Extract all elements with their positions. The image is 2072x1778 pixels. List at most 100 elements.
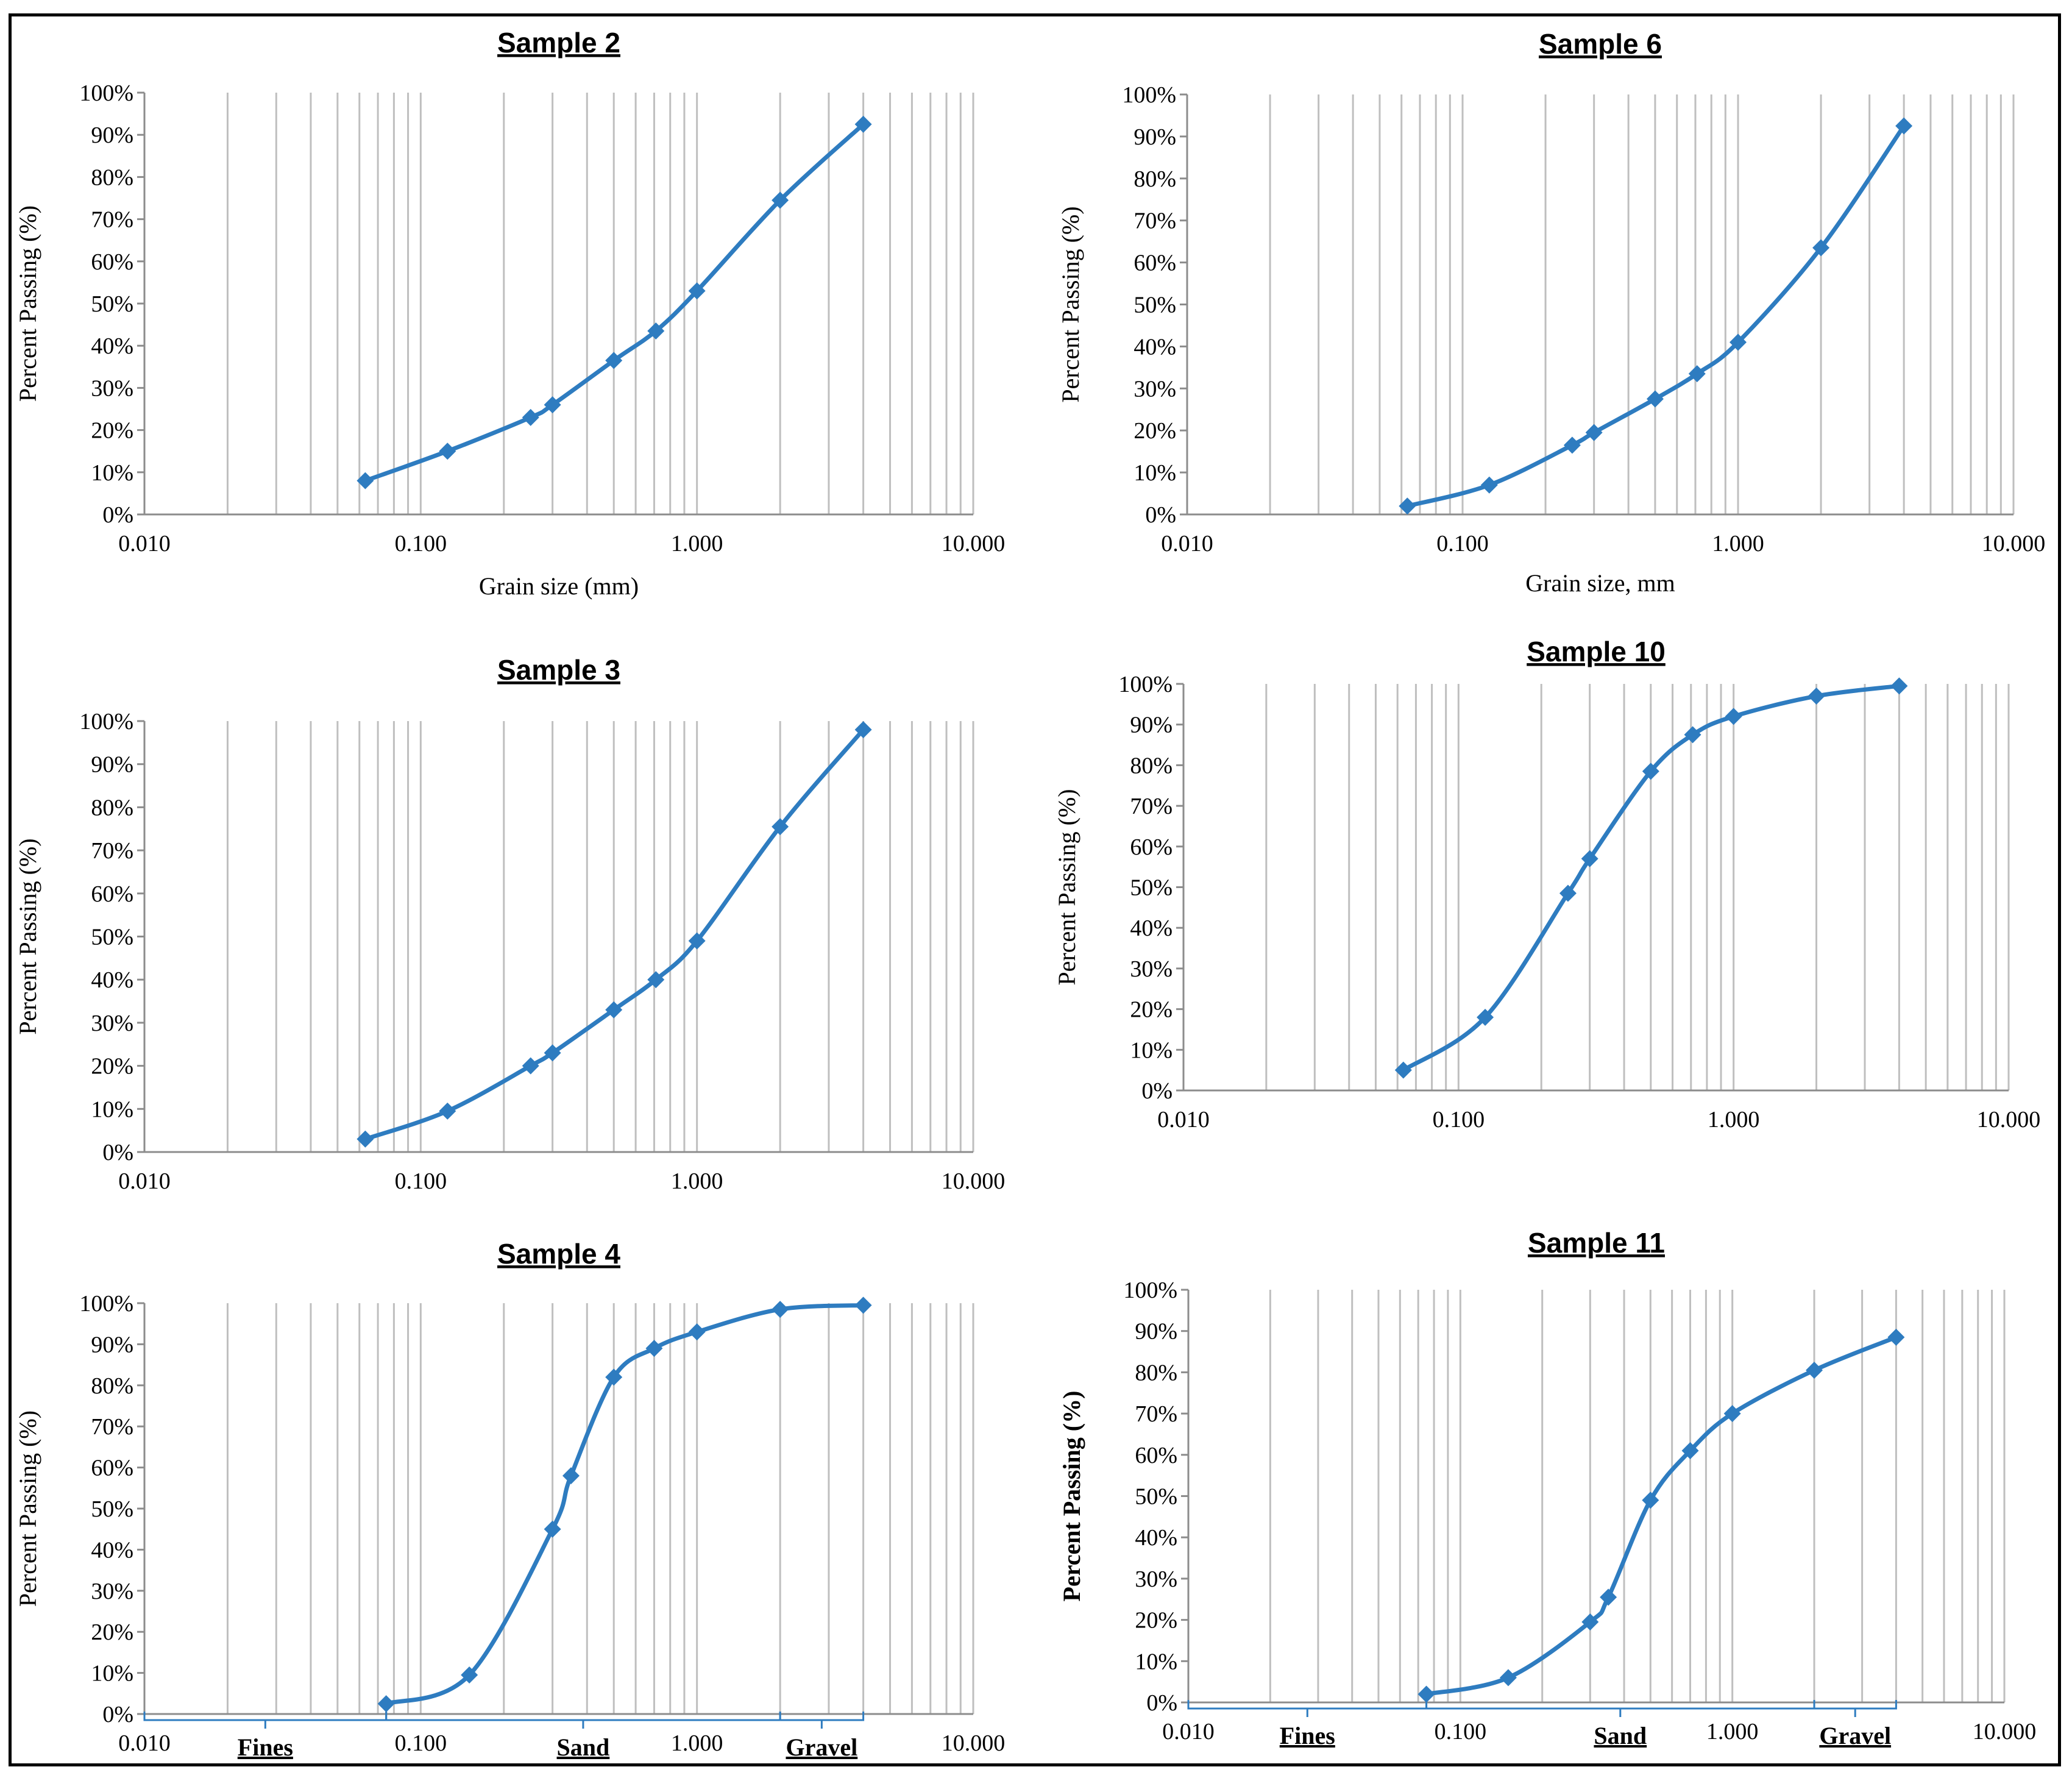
data-point	[562, 1467, 580, 1485]
y-tick-label: 50%	[1135, 1484, 1177, 1510]
y-tick-label: 100%	[79, 709, 133, 734]
data-point	[605, 1001, 623, 1019]
series-line	[1424, 1335, 1898, 1696]
y-tick-label: 30%	[91, 1579, 133, 1604]
y-tick-label: 40%	[1130, 916, 1173, 941]
data-point	[544, 1044, 561, 1062]
figure-frame	[9, 13, 2061, 1766]
data-point	[772, 818, 789, 836]
data-point	[1806, 1362, 1823, 1379]
data-point	[1559, 884, 1577, 902]
x-tick-label: 0.010	[118, 1168, 171, 1194]
chart-title: Sample 11	[1528, 1227, 1665, 1259]
y-tick-label: 30%	[91, 1011, 133, 1036]
class-label: Gravel	[1819, 1722, 1891, 1749]
data-point	[1499, 1669, 1517, 1687]
data-point	[1417, 1685, 1435, 1703]
data-point	[544, 396, 561, 414]
x-tick-label: 1.000	[671, 1168, 723, 1194]
y-tick-label: 80%	[91, 165, 133, 190]
y-tick-label: 80%	[1130, 753, 1173, 778]
data-point	[772, 191, 789, 209]
chart-title: Sample 3	[497, 654, 620, 686]
data-point	[1681, 1442, 1699, 1460]
y-tick-label: 60%	[91, 881, 133, 907]
class-label: Fines	[1280, 1722, 1335, 1749]
data-point	[854, 721, 872, 739]
y-tick-label: 60%	[1130, 834, 1173, 860]
y-tick-label: 0%	[102, 1702, 133, 1727]
data-point	[1887, 1328, 1905, 1346]
data-point	[377, 1695, 395, 1713]
y-tick-label: 90%	[91, 1332, 133, 1357]
x-tick-label: 1.000	[1712, 531, 1764, 557]
y-tick-label: 90%	[91, 752, 133, 778]
x-tick-label: 0.100	[1433, 1107, 1485, 1133]
y-tick-label: 10%	[1130, 1037, 1173, 1063]
data-point	[1581, 1613, 1599, 1630]
x-tick-label: 0.100	[395, 531, 447, 557]
data-point	[605, 352, 623, 369]
class-bracket	[143, 1712, 388, 1721]
y-tick-label: 0%	[102, 502, 133, 528]
chart-panel: Sample 3 0% 10% 20% 30% 40% 50% 60% 70% 80% 90% 100…	[14, 654, 1005, 1194]
data-point	[1399, 497, 1416, 515]
y-axis-title: Percent Passing (%)	[14, 205, 41, 402]
data-point	[1394, 1061, 1412, 1079]
data-point	[1480, 476, 1498, 494]
chart-title: Sample 6	[1539, 28, 1662, 60]
y-tick-label: 40%	[1134, 334, 1176, 360]
data-point	[522, 408, 539, 426]
data-point	[688, 1323, 706, 1341]
y-tick-label: 40%	[91, 333, 133, 359]
x-tick-label: 1.000	[671, 1730, 723, 1756]
y-tick-label: 30%	[1135, 1566, 1177, 1592]
y-tick-label: 60%	[91, 249, 133, 275]
x-tick-label: 0.100	[395, 1168, 447, 1194]
y-tick-label: 0%	[1141, 1078, 1173, 1104]
chart-title: Sample 10	[1527, 636, 1666, 667]
y-tick-label: 80%	[91, 1373, 133, 1399]
chart-panel: Sample 4 0% 10% 20% 30% 40% 50% 60% 70% 80% 90% 100…	[14, 1238, 1005, 1761]
y-tick-label: 0%	[1146, 1690, 1177, 1716]
y-tick-label: 90%	[1134, 124, 1176, 150]
y-tick-label: 40%	[1135, 1525, 1177, 1551]
y-tick-label: 10%	[1135, 1649, 1177, 1674]
data-point	[439, 1102, 456, 1120]
data-point	[1600, 1588, 1617, 1606]
y-tick-label: 90%	[91, 123, 133, 148]
class-bracket	[1425, 1700, 1815, 1710]
x-tick-label: 0.100	[1435, 1719, 1487, 1744]
x-tick-label: 1.000	[671, 531, 723, 557]
chart-title: Sample 4	[497, 1238, 620, 1270]
x-tick-label: 0.010	[1161, 531, 1213, 557]
y-tick-label: 70%	[91, 838, 133, 864]
y-tick-label: 60%	[1134, 251, 1176, 276]
data-point	[688, 282, 706, 300]
data-point	[1585, 424, 1603, 441]
chart-panel: Sample 6 0% 10% 20% 30% 40% 50% 60% 70% 80% 90% 100…	[1057, 28, 2045, 597]
y-axis-title: Percent Passing (%)	[14, 1410, 41, 1607]
x-tick-label: 0.010	[118, 1730, 171, 1756]
y-axis-title: Percent Passing (%)	[1057, 206, 1084, 402]
data-point	[1684, 726, 1701, 744]
y-tick-label: 80%	[91, 795, 133, 820]
y-tick-label: 100%	[1118, 672, 1173, 697]
class-label: Sand	[1594, 1722, 1647, 1749]
data-point	[854, 115, 872, 133]
y-tick-label: 40%	[91, 967, 133, 993]
chart-panel: Sample 10 0% 10% 20% 30% 40% 50% 60% 70% 80% 90% 10…	[1053, 636, 2040, 1133]
y-tick-label: 20%	[1134, 418, 1176, 444]
data-point	[1646, 390, 1664, 408]
y-tick-label: 40%	[91, 1537, 133, 1563]
class-bracket	[1187, 1700, 1428, 1710]
y-tick-label: 10%	[1134, 460, 1176, 486]
data-point	[854, 1296, 872, 1314]
x-tick-label: 0.100	[1436, 531, 1489, 557]
y-tick-label: 70%	[91, 1414, 133, 1440]
data-point	[1890, 677, 1908, 695]
y-tick-label: 80%	[1135, 1360, 1177, 1385]
x-tick-label: 0.010	[1157, 1107, 1210, 1133]
y-tick-label: 50%	[1134, 293, 1176, 318]
class-bracket	[1813, 1700, 1897, 1710]
